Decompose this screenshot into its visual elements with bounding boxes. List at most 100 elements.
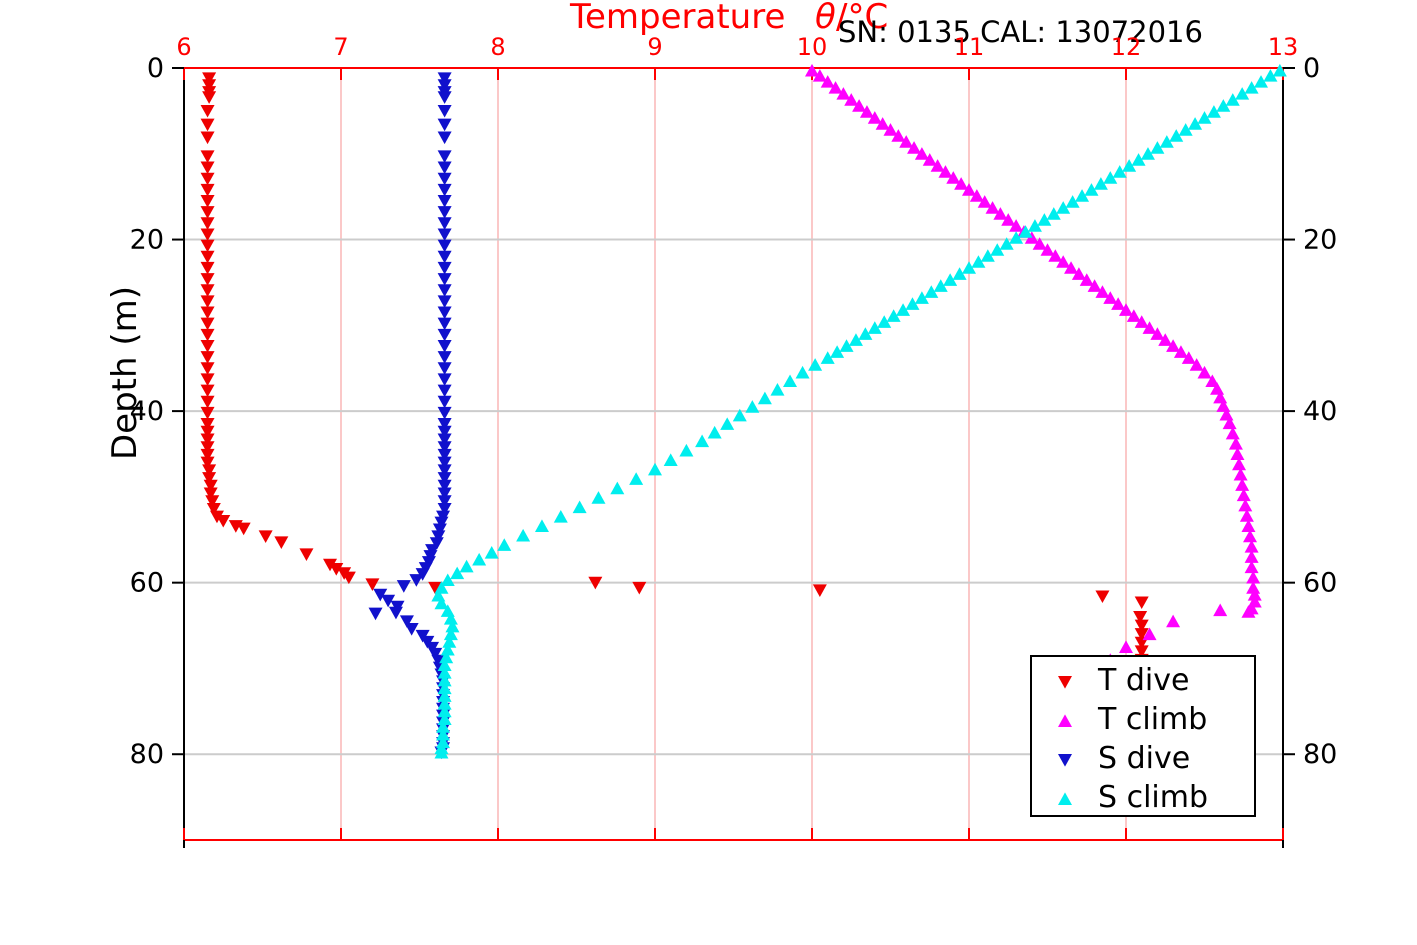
data-point bbox=[899, 135, 914, 148]
data-point bbox=[820, 351, 835, 364]
data-point bbox=[938, 165, 953, 178]
data-point bbox=[436, 727, 451, 741]
data-point bbox=[1001, 213, 1016, 226]
data-point bbox=[445, 619, 460, 633]
data-point bbox=[962, 183, 976, 196]
data-point bbox=[1158, 333, 1173, 346]
data-point bbox=[805, 63, 819, 77]
data-point bbox=[434, 745, 449, 759]
data-point bbox=[436, 720, 451, 733]
data-point bbox=[1065, 195, 1080, 208]
data-point bbox=[437, 418, 452, 431]
data-point bbox=[1140, 147, 1155, 160]
data-point bbox=[1216, 99, 1231, 112]
data-point bbox=[203, 487, 218, 501]
data-point bbox=[399, 615, 414, 628]
y-axis-label: Depth (m) bbox=[105, 286, 145, 460]
data-point bbox=[679, 443, 694, 457]
data-point bbox=[200, 261, 215, 275]
data-point bbox=[200, 351, 215, 364]
data-point bbox=[1119, 303, 1133, 316]
y-tick-labels-right: 0 20 40 60 80 bbox=[1303, 53, 1337, 770]
x-tick-labels: 6 7 8 9 10 11 12 13 bbox=[176, 33, 1298, 61]
data-point bbox=[437, 250, 452, 264]
legend-label-s-dive[interactable]: S dive bbox=[1098, 741, 1190, 776]
legend[interactable]: T dive T climb S dive S climb bbox=[1030, 655, 1256, 817]
data-point bbox=[1112, 165, 1127, 178]
data-point bbox=[437, 91, 452, 104]
legend-label-s-climb[interactable]: S climb bbox=[1098, 780, 1208, 815]
data-point bbox=[365, 578, 380, 592]
data-point bbox=[206, 502, 221, 516]
data-point bbox=[1206, 105, 1221, 118]
y-tick-labels-left: 0 20 40 60 80 bbox=[130, 53, 164, 770]
data-point bbox=[990, 243, 1005, 256]
plot-title-main: Temperature bbox=[569, 0, 785, 37]
data-point bbox=[437, 658, 452, 671]
data-point bbox=[1246, 570, 1261, 584]
y-tick-label-right: 40 bbox=[1303, 396, 1337, 427]
data-point bbox=[484, 545, 499, 559]
data-point bbox=[437, 384, 452, 398]
data-point bbox=[437, 273, 452, 286]
y-tick-label-right: 80 bbox=[1303, 739, 1337, 770]
data-point bbox=[437, 696, 452, 710]
data-point bbox=[1225, 426, 1240, 440]
data-point bbox=[1222, 416, 1237, 430]
data-point bbox=[993, 207, 1008, 220]
data-point bbox=[442, 635, 457, 648]
data-point bbox=[437, 479, 452, 493]
legend-label-t-climb[interactable]: T climb bbox=[1097, 702, 1207, 737]
data-point bbox=[437, 306, 452, 320]
data-point bbox=[437, 72, 452, 85]
data-point bbox=[848, 333, 863, 346]
data-point bbox=[1071, 267, 1086, 280]
data-point bbox=[1133, 611, 1148, 624]
data-point bbox=[812, 69, 827, 82]
data-point bbox=[200, 433, 215, 447]
legend-marker-t-dive bbox=[1058, 676, 1072, 689]
data-point bbox=[437, 261, 452, 275]
legend-label-t-dive[interactable]: T dive bbox=[1097, 663, 1189, 698]
data-point bbox=[200, 104, 215, 118]
data-point bbox=[200, 206, 215, 219]
data-point bbox=[200, 456, 215, 470]
data-point bbox=[1103, 171, 1118, 184]
data-point bbox=[200, 384, 215, 398]
data-point bbox=[1197, 365, 1212, 379]
data-point bbox=[591, 491, 606, 504]
data-point bbox=[437, 150, 452, 164]
data-point bbox=[1046, 207, 1061, 220]
data-point bbox=[1075, 189, 1090, 202]
data-point bbox=[836, 87, 851, 100]
data-point bbox=[472, 552, 487, 566]
data-point bbox=[1232, 457, 1247, 471]
data-point bbox=[200, 118, 215, 132]
legend-items[interactable]: T dive T climb S dive S climb bbox=[1058, 663, 1208, 815]
data-point bbox=[795, 365, 810, 379]
data-point bbox=[323, 558, 338, 572]
data-point bbox=[437, 433, 452, 447]
data-point bbox=[1142, 627, 1157, 641]
data-point bbox=[770, 383, 785, 396]
data-point bbox=[1048, 249, 1063, 262]
data-point bbox=[1131, 153, 1146, 166]
data-point bbox=[200, 441, 215, 454]
data-point bbox=[200, 339, 215, 353]
data-point bbox=[1166, 614, 1181, 628]
y-tick-label-left: 40 bbox=[130, 396, 164, 427]
data-point bbox=[437, 284, 452, 297]
data-point bbox=[437, 118, 452, 132]
data-point bbox=[299, 548, 314, 562]
data-point bbox=[202, 464, 217, 477]
data-point bbox=[200, 373, 215, 387]
x-tick-label: 9 bbox=[647, 33, 662, 61]
data-point bbox=[632, 581, 647, 595]
data-point bbox=[450, 566, 465, 580]
data-point bbox=[200, 362, 215, 375]
data-point bbox=[914, 147, 929, 160]
data-point bbox=[437, 704, 452, 718]
data-point bbox=[200, 328, 215, 342]
